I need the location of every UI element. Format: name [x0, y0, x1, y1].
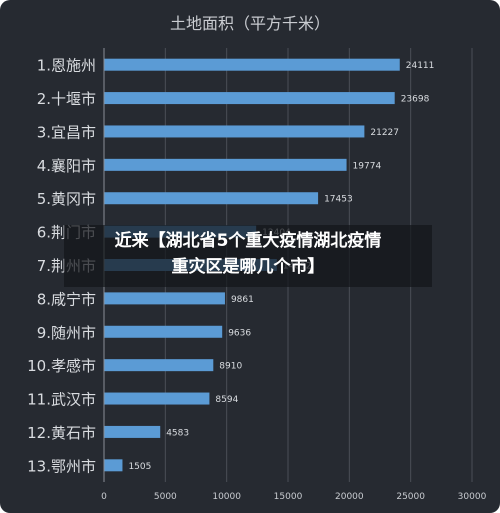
bar	[104, 392, 210, 405]
headline-overlay: 近来【湖北省5个重大疫情湖北疫情 重灾区是哪几个市】	[64, 228, 432, 280]
data-label: 8594	[215, 395, 238, 405]
x-tick-label: 5000	[154, 492, 177, 502]
data-label: 24111	[406, 61, 435, 71]
headline-line-1: 近来【湖北省5个重大疫情湖北疫情	[114, 231, 382, 251]
data-label: 17453	[324, 195, 353, 205]
data-label: 19774	[353, 161, 382, 171]
data-label: 8910	[219, 362, 242, 372]
data-label: 9636	[228, 328, 251, 338]
headline-line-2: 重灾区是哪几个市】	[171, 257, 325, 277]
category-label: 2.十堰市	[37, 90, 96, 108]
category-label: 12.黄石市	[27, 424, 96, 442]
bar	[104, 325, 223, 338]
category-label: 1.恩施州	[37, 57, 96, 75]
category-label: 8.咸宁市	[37, 290, 96, 308]
data-label: 9861	[231, 295, 254, 305]
x-tick-label: 30000	[458, 492, 487, 502]
data-label: 23698	[401, 95, 430, 105]
bar	[104, 125, 365, 138]
bar	[104, 92, 395, 105]
category-label: 11.武汉市	[27, 391, 96, 409]
data-label: 21227	[370, 128, 399, 138]
bar	[104, 58, 400, 71]
data-label: 1505	[128, 462, 151, 472]
headline-overlay-background	[64, 225, 432, 287]
bar	[104, 425, 161, 438]
category-label: 3.宜昌市	[37, 123, 96, 141]
bar	[104, 359, 214, 372]
bar	[104, 459, 123, 472]
x-tick-label: 15000	[274, 492, 303, 502]
bar	[104, 192, 319, 205]
chart-title: 土地面积（平方千米）	[169, 14, 330, 33]
bar	[104, 292, 225, 305]
x-tick-label: 0	[101, 492, 107, 502]
x-tick-label: 10000	[212, 492, 241, 502]
x-tick-label: 20000	[335, 492, 364, 502]
category-label: 4.襄阳市	[37, 157, 96, 175]
category-label: 9.随州市	[37, 324, 96, 342]
category-label: 10.孝感市	[27, 357, 96, 375]
category-label: 5.黄冈市	[37, 190, 96, 208]
x-tick-label: 25000	[396, 492, 425, 502]
data-label: 4583	[166, 428, 189, 438]
category-label: 13.鄂州市	[27, 457, 96, 475]
bar	[104, 158, 347, 171]
